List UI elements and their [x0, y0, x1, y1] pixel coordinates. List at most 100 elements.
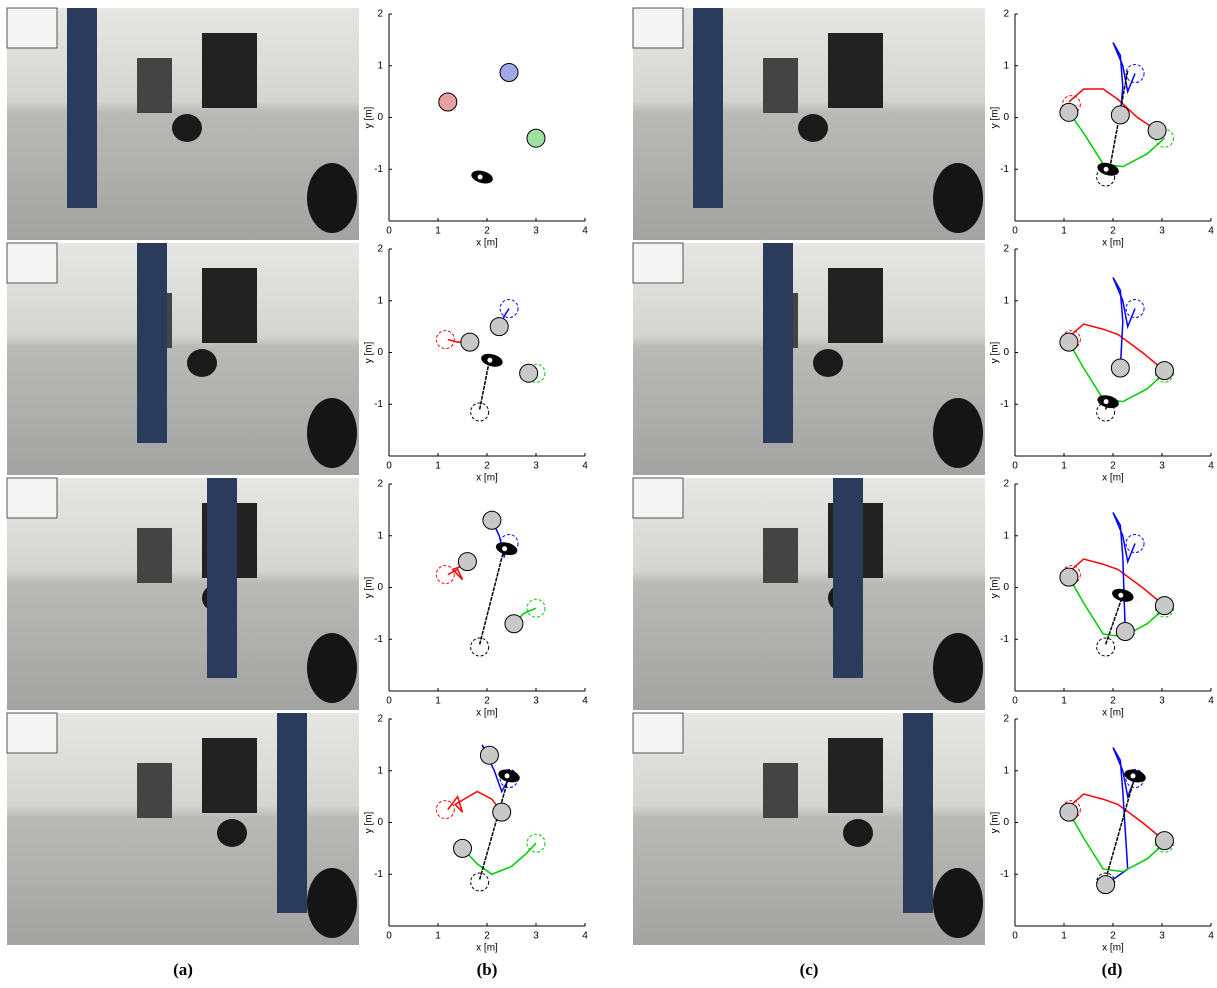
y-tick-label: 2 [377, 9, 383, 20]
x-tick-label: 3 [1159, 931, 1165, 942]
person [693, 8, 723, 208]
y-axis-label: y [m] [364, 811, 375, 833]
robot [172, 114, 202, 142]
trajectory [480, 360, 490, 409]
x-tick-label: 4 [582, 461, 588, 472]
x-tick-label: 0 [1012, 461, 1018, 472]
y-tick-label: -1 [1000, 399, 1009, 410]
x-tick-label: 3 [1159, 696, 1165, 707]
robot [933, 633, 983, 703]
y-tick-label: 2 [377, 244, 383, 255]
x-tick-label: 3 [533, 696, 539, 707]
y-axis-label: y [m] [990, 576, 1001, 598]
trajectory [1069, 812, 1165, 872]
y-tick-label: 0 [1003, 817, 1009, 828]
x-tick-label: 1 [1061, 931, 1067, 942]
x-tick-label: 4 [1208, 226, 1214, 237]
y-tick-label: 0 [1003, 582, 1009, 593]
y-tick-label: -1 [374, 399, 383, 410]
radiator [763, 763, 798, 818]
y-tick-label: 0 [377, 582, 383, 593]
window [633, 713, 683, 753]
x-tick-label: 0 [1012, 696, 1018, 707]
x-axis-label: x [m] [1102, 943, 1124, 954]
y-tick-label: -1 [1000, 164, 1009, 175]
x-tick-label: 1 [435, 226, 441, 237]
x-tick-label: 1 [1061, 696, 1067, 707]
y-axis-label: y [m] [364, 341, 375, 363]
x-tick-label: 3 [1159, 226, 1165, 237]
radiator [763, 58, 798, 113]
x-tick-label: 0 [1012, 931, 1018, 942]
y-tick-label: -1 [374, 164, 383, 175]
y-tick-label: 1 [1003, 530, 1009, 541]
x-tick-label: 0 [386, 226, 392, 237]
x-axis-label: x [m] [476, 238, 498, 249]
person [137, 243, 167, 443]
y-tick-label: -1 [1000, 869, 1009, 880]
robot [217, 819, 247, 847]
y-tick-label: 0 [377, 817, 383, 828]
robot [480, 746, 498, 764]
robot [307, 868, 357, 938]
y-tick-label: 1 [1003, 765, 1009, 776]
window [633, 478, 683, 518]
trajectory [1069, 794, 1165, 841]
robot [307, 633, 357, 703]
x-tick-label: 4 [1208, 461, 1214, 472]
y-tick-label: -1 [374, 634, 383, 645]
x-tick-label: 3 [533, 931, 539, 942]
robot [1111, 106, 1129, 124]
caption: (d) [1102, 960, 1123, 979]
radiator [137, 58, 172, 113]
person [903, 713, 933, 913]
human-head [1103, 166, 1109, 172]
y-tick-label: 1 [1003, 60, 1009, 71]
x-axis-label: x [m] [476, 943, 498, 954]
window [7, 8, 57, 48]
robot [1155, 362, 1173, 380]
x-axis-label: x [m] [1102, 473, 1124, 484]
caption: (a) [173, 960, 193, 979]
robot [1155, 832, 1173, 850]
robot [1155, 597, 1173, 615]
y-tick-label: 2 [1003, 479, 1009, 490]
y-axis-label: y [m] [990, 811, 1001, 833]
cabinet [202, 268, 257, 343]
x-tick-label: 2 [484, 226, 490, 237]
window [633, 243, 683, 283]
page: (a) (b) (c) (d) 01234-1012x [m]y [m]0123… [0, 0, 1217, 988]
x-axis-label: x [m] [1102, 238, 1124, 249]
robot [439, 93, 457, 111]
x-tick-label: 4 [1208, 696, 1214, 707]
y-axis-label: y [m] [990, 106, 1001, 128]
x-tick-label: 4 [582, 226, 588, 237]
y-tick-label: -1 [374, 869, 383, 880]
x-tick-label: 4 [582, 696, 588, 707]
figure: (a) (b) (c) (d) 01234-1012x [m]y [m]0123… [0, 0, 1217, 988]
goal [436, 331, 454, 349]
x-tick-label: 1 [1061, 461, 1067, 472]
robot [933, 868, 983, 938]
cabinet [828, 738, 883, 813]
person [763, 243, 793, 443]
robot [454, 839, 472, 857]
robot [1060, 803, 1078, 821]
y-tick-label: 1 [377, 530, 383, 541]
x-tick-label: 1 [1061, 226, 1067, 237]
y-tick-label: 0 [1003, 112, 1009, 123]
x-tick-label: 2 [1110, 931, 1116, 942]
window [7, 713, 57, 753]
x-tick-label: 0 [386, 696, 392, 707]
robot [307, 398, 357, 468]
trajectory [463, 843, 537, 874]
y-tick-label: 1 [377, 765, 383, 776]
robot [461, 333, 479, 351]
person [277, 713, 307, 913]
goal [471, 873, 489, 891]
robot [1148, 121, 1166, 139]
y-tick-label: 2 [377, 479, 383, 490]
photo [7, 478, 359, 710]
robot [933, 398, 983, 468]
y-axis-label: y [m] [364, 576, 375, 598]
